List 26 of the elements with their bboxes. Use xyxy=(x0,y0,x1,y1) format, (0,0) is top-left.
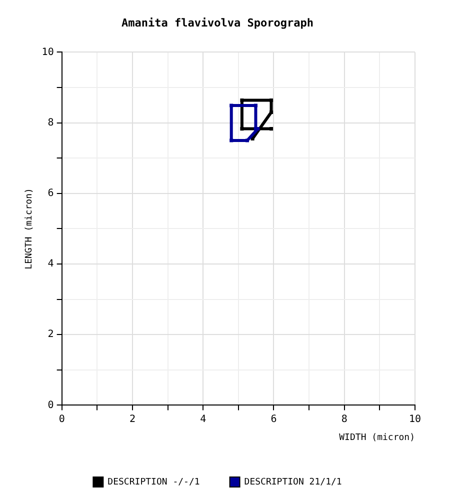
x-tick-label: 0 xyxy=(58,414,65,425)
y-tick-label: 8 xyxy=(48,117,54,128)
y-axis-title: LENGTH (micron) xyxy=(24,188,35,270)
x-tick-label: 10 xyxy=(408,414,422,425)
y-tick-label: 0 xyxy=(48,400,54,411)
x-tick-label: 2 xyxy=(129,414,136,425)
x-tick-label: 8 xyxy=(341,414,348,425)
y-tick-label: 4 xyxy=(48,258,54,270)
legend-label: DESCRIPTION -/-/1 xyxy=(108,477,200,488)
point xyxy=(269,110,274,114)
point xyxy=(254,104,258,108)
y-tick-label: 2 xyxy=(48,329,54,340)
x-tick-label: 4 xyxy=(200,414,206,425)
point xyxy=(245,138,250,142)
point xyxy=(269,98,274,102)
y-tick-label: 10 xyxy=(42,46,54,58)
point xyxy=(230,138,234,142)
x-tick-label: 6 xyxy=(270,414,277,425)
x-axis-title: WIDTH (micron) xyxy=(339,432,415,443)
point xyxy=(269,127,274,131)
point xyxy=(230,104,234,108)
point xyxy=(240,98,244,102)
point xyxy=(240,127,244,131)
y-tick-label: 6 xyxy=(48,188,54,199)
legend-label: DESCRIPTION 21/1/1 xyxy=(244,477,342,488)
chart-title: Amanita flavivolva Sporograph xyxy=(121,16,314,30)
